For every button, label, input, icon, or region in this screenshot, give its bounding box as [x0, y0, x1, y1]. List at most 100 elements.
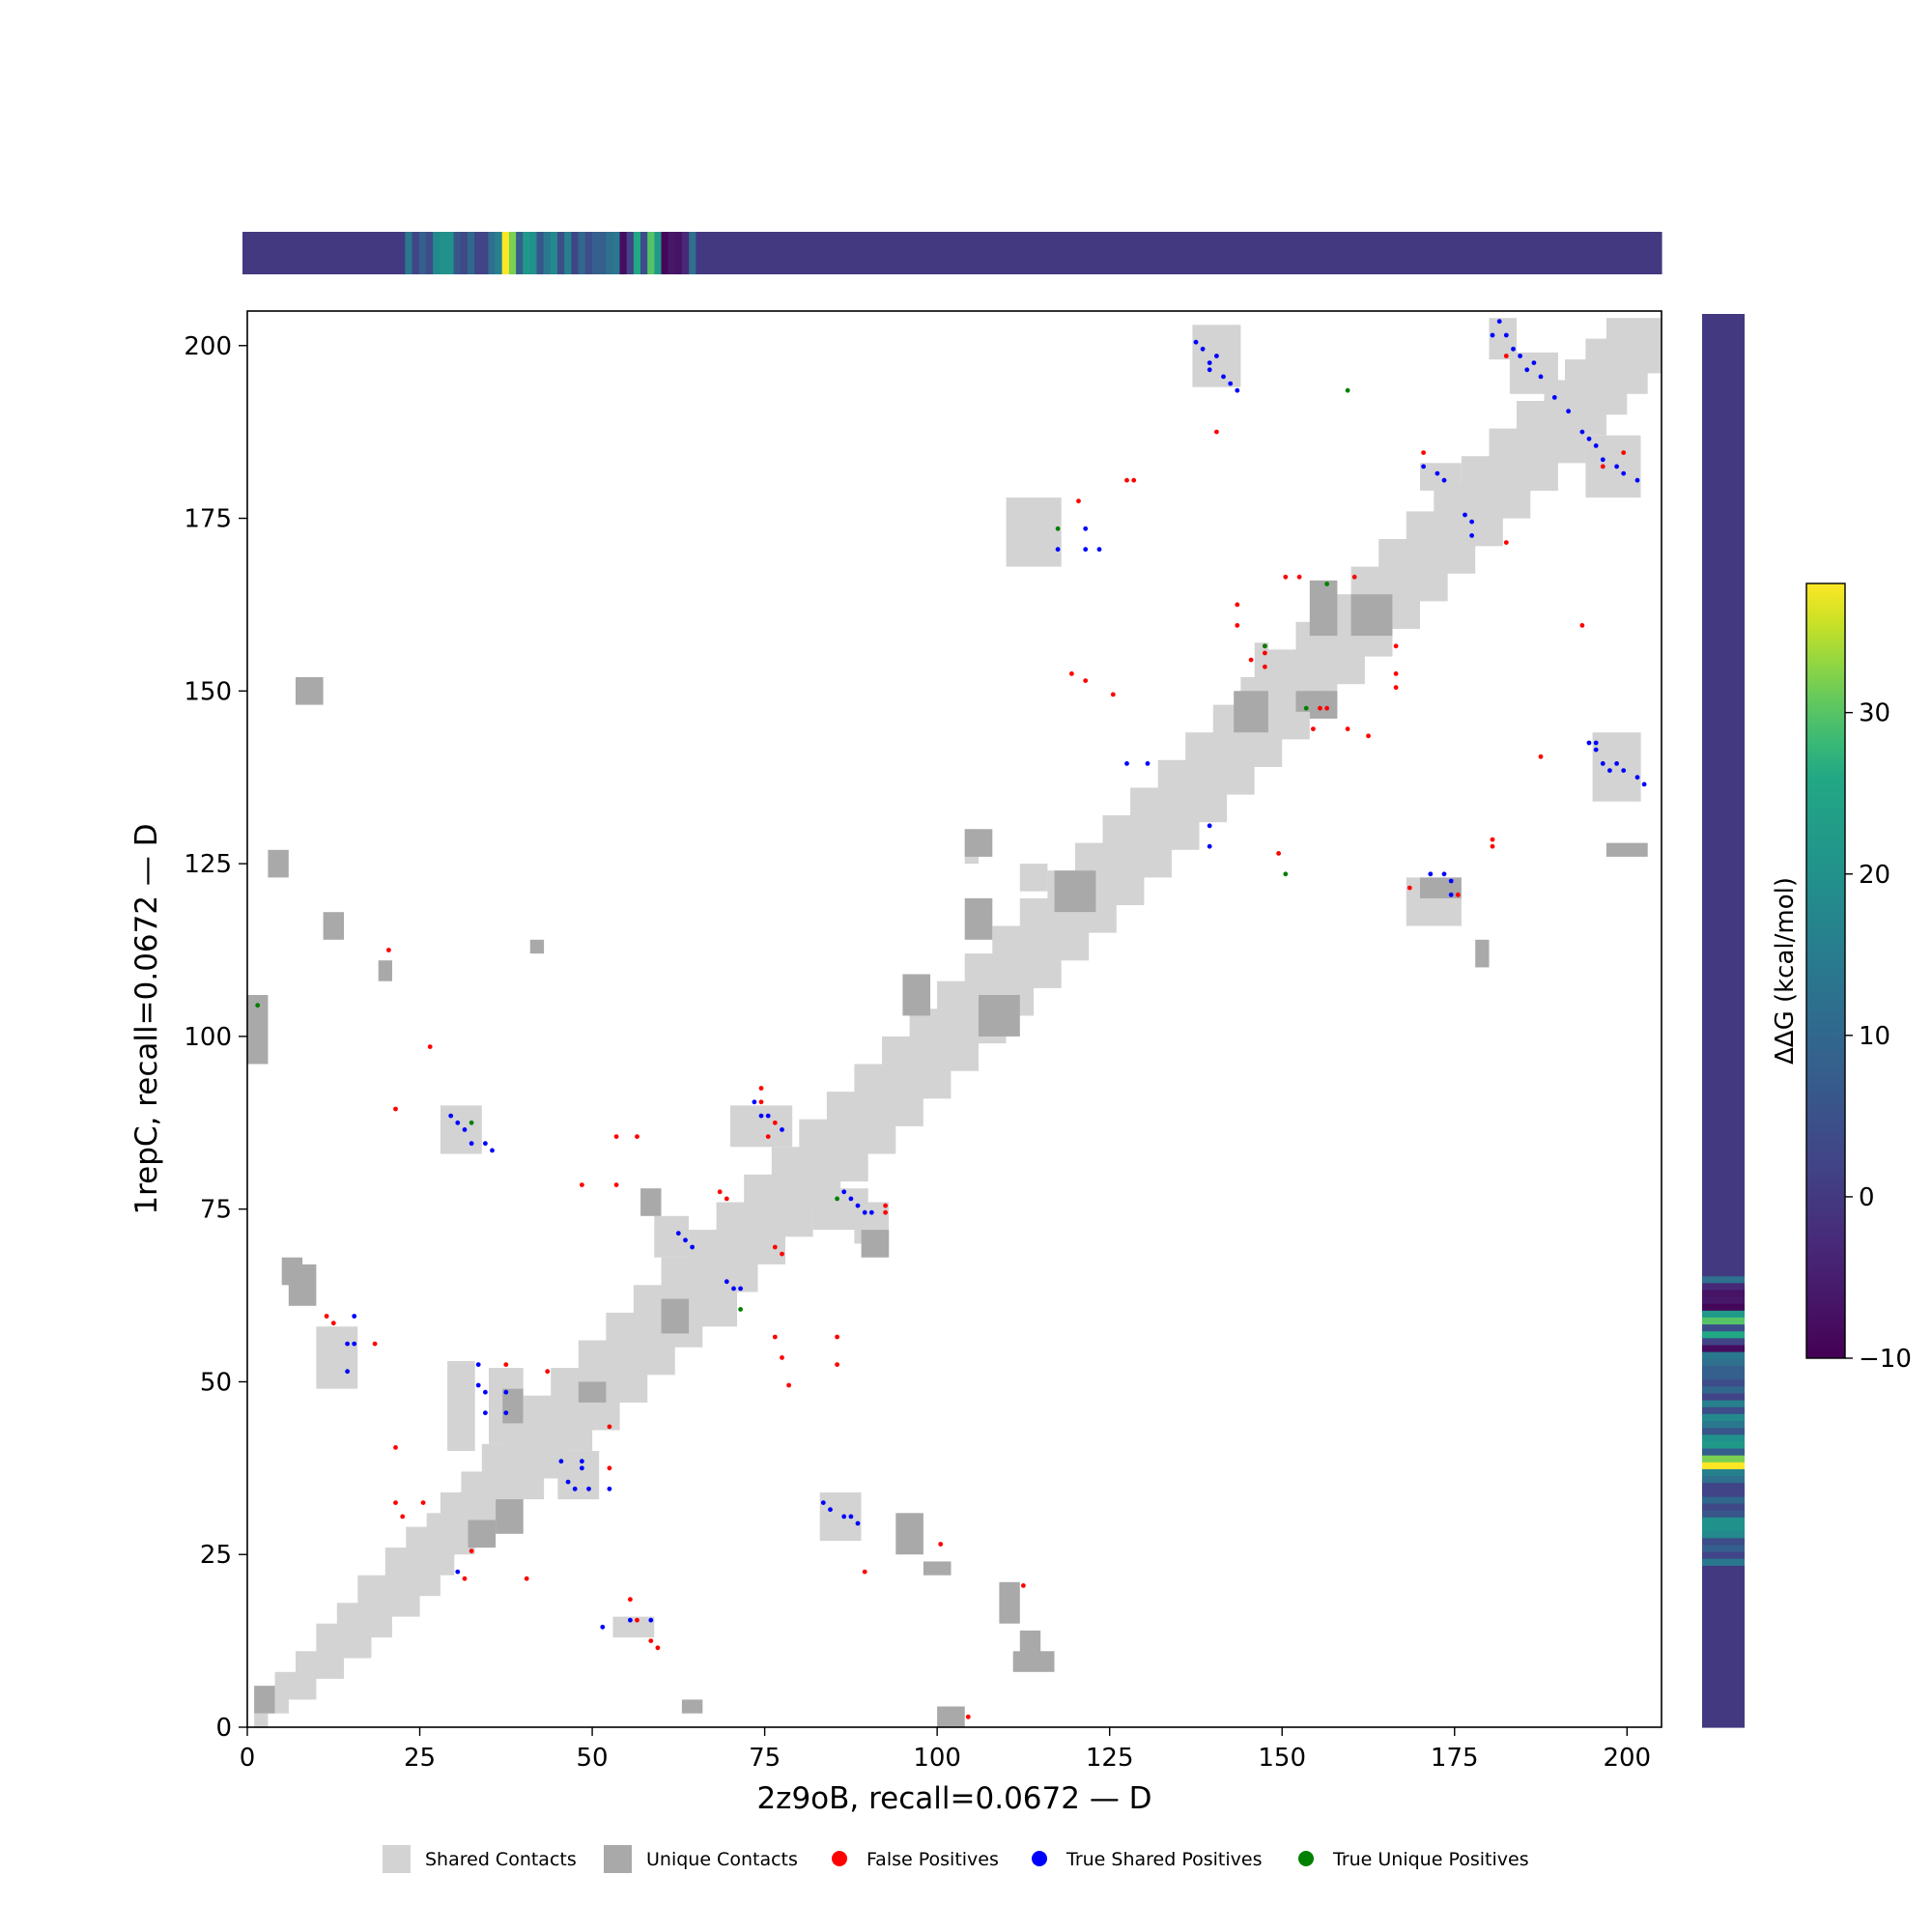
right-ddg-segment: [1702, 1385, 1745, 1394]
true-unique-positive-point: [1055, 526, 1061, 531]
true-shared-positive-point: [1124, 761, 1129, 766]
top-ddg-segment: [495, 232, 503, 274]
right-ddg-bar: [1702, 314, 1745, 1728]
true-shared-positive-point: [828, 1507, 833, 1513]
true-shared-positive-point: [1055, 547, 1061, 553]
right-ddg-segment: [1702, 1303, 1745, 1311]
colorbar-ticks: −10 0 10 20 30: [1845, 699, 1912, 1374]
top-ddg-segment: [488, 232, 497, 274]
top-ddg-segment: [543, 232, 552, 274]
false-positive-point: [1296, 574, 1302, 580]
true-shared-positive-point: [862, 1209, 867, 1215]
top-ddg-segment: [529, 232, 538, 274]
false-positive-point: [393, 1500, 398, 1505]
true-shared-positive-point: [580, 1465, 584, 1471]
true-shared-positive-point: [483, 1410, 488, 1415]
true-shared-positive-point: [1511, 346, 1516, 352]
false-positive-point: [938, 1542, 944, 1547]
true-shared-positive-point: [1463, 512, 1467, 518]
x-tick-label: 200: [1603, 1744, 1651, 1773]
false-positive-point: [1621, 450, 1627, 455]
true-shared-positive-point: [586, 1486, 591, 1492]
true-shared-positive-point: [455, 1120, 461, 1125]
true-shared-positive-point: [352, 1341, 357, 1347]
top-ddg-segment: [557, 232, 565, 274]
false-positive-point: [1406, 885, 1412, 891]
right-ddg-segment: [1702, 1434, 1745, 1442]
false-positive-point: [1579, 623, 1585, 628]
true-shared-positive-point: [483, 1389, 488, 1395]
right-ddg-segment: [1702, 314, 1745, 1277]
true-shared-positive-point: [738, 1286, 743, 1292]
unique-contact-cell: [861, 1230, 890, 1258]
true-shared-positive-point: [1641, 781, 1647, 787]
unique-contact-cell: [1350, 594, 1393, 637]
false-positive-point: [1021, 1583, 1026, 1588]
shared-contact-cell: [612, 1616, 655, 1638]
true-shared-positive-point: [1469, 519, 1474, 525]
legend-label-shared: Shared Contacts: [425, 1849, 577, 1870]
y-tick-label: 150: [184, 677, 232, 706]
true-shared-positive-point: [1207, 823, 1212, 829]
y-tick-label: 25: [200, 1541, 232, 1570]
shared-contact-cell: [1605, 318, 1662, 374]
true-shared-positive-point: [1145, 761, 1151, 766]
right-ddg-segment: [1702, 1400, 1745, 1407]
colorbar-tick-label: 0: [1859, 1183, 1875, 1212]
true-shared-positive-point: [565, 1479, 571, 1485]
false-positive-point: [1503, 354, 1509, 358]
right-ddg-segment: [1702, 1344, 1745, 1352]
x-tick-label: 150: [1258, 1744, 1306, 1773]
y-axis-ticks: 0 25 50 75 100 125 150 175 200: [184, 332, 247, 1743]
unique-contact-cell: [681, 1699, 703, 1714]
x-tick-label: 125: [1086, 1744, 1134, 1773]
shared-contact-cell: [1585, 435, 1641, 498]
unique-contact-cell: [895, 1513, 923, 1555]
false-positive-point: [1214, 429, 1219, 435]
true-shared-positive-point: [780, 1127, 784, 1132]
unique-contact-cell: [496, 1499, 524, 1534]
true-shared-positive-point: [1621, 768, 1627, 773]
false-positive-point: [330, 1321, 336, 1326]
unique-contact-cell: [1054, 870, 1096, 913]
colorbar-tick-label: 30: [1859, 699, 1890, 728]
true-unique-positive-point: [469, 1120, 474, 1125]
unique-contact-cell: [979, 995, 1020, 1037]
x-tick-label: 25: [404, 1744, 436, 1773]
false-positive-point: [1538, 753, 1544, 759]
false-positive-point: [1503, 540, 1509, 545]
true-shared-positive-point: [1518, 354, 1522, 358]
false-positive-point: [758, 1086, 764, 1091]
false-positive-point: [324, 1314, 329, 1319]
false-positive-point: [717, 1189, 723, 1195]
y-tick-label: 50: [200, 1368, 232, 1397]
x-tick-label: 175: [1431, 1744, 1479, 1773]
unique-contact-cell: [902, 974, 930, 1016]
true-shared-positive-point: [1538, 374, 1544, 380]
shared-contact-cell: [1420, 463, 1462, 491]
colorbar-tick-label: −10: [1859, 1345, 1912, 1374]
true-shared-positive-point: [1096, 547, 1102, 553]
top-ddg-segment: [501, 232, 510, 274]
right-ddg-segment: [1702, 1378, 1745, 1387]
unique-contact-cell: [964, 829, 993, 857]
unique-contact-cell: [502, 1388, 524, 1424]
shared-contact-cell: [1509, 352, 1558, 394]
false-positive-point: [1069, 671, 1074, 676]
true-shared-positive-point: [820, 1500, 826, 1505]
false-positive-point: [613, 1182, 619, 1187]
unique-contact-cell: [640, 1188, 662, 1216]
true-shared-positive-point: [1083, 547, 1089, 553]
x-axis-label: 2z9oB, recall=0.0672 — D: [756, 1781, 1151, 1816]
right-ddg-segment: [1702, 1337, 1745, 1346]
shared-contact-cell: [1544, 386, 1586, 429]
right-ddg-segment: [1702, 1462, 1745, 1469]
shared-contact-cell: [819, 1492, 862, 1541]
true-shared-positive-point: [1228, 381, 1234, 386]
unique-contact-cell: [529, 939, 545, 954]
colorbar-label: ΔΔG (kcal/mol): [1771, 877, 1800, 1065]
true-shared-positive-point: [1607, 768, 1612, 773]
shared-contact-cell: [316, 1326, 358, 1389]
x-tick-label: 0: [240, 1744, 256, 1773]
top-ddg-segment: [626, 232, 635, 274]
